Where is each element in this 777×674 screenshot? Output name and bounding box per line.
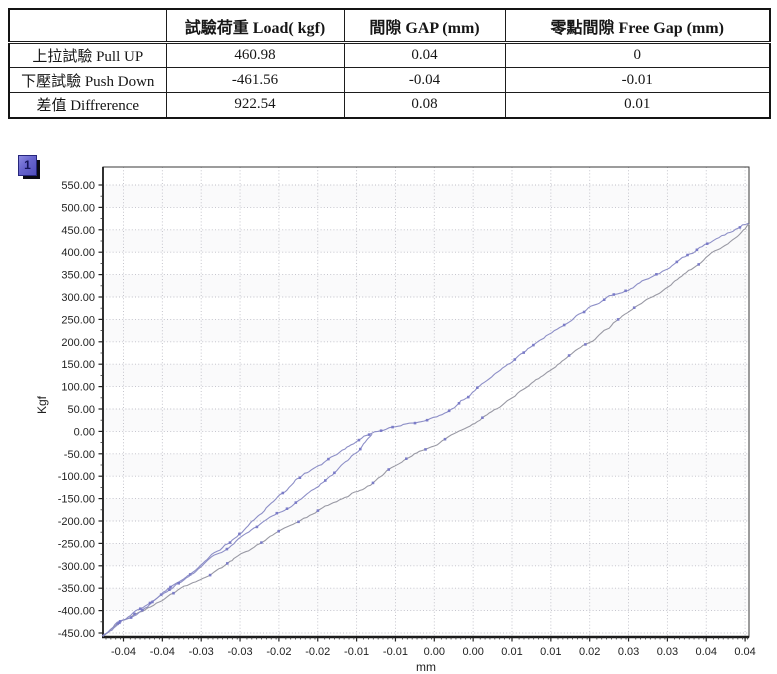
svg-text:0.04: 0.04 xyxy=(734,646,755,658)
svg-text:-0.03: -0.03 xyxy=(189,646,214,658)
row-value: -0.01 xyxy=(504,67,771,93)
svg-text:-150.00: -150.00 xyxy=(58,494,95,506)
svg-text:-250.00: -250.00 xyxy=(58,538,95,550)
col-header-empty xyxy=(8,8,167,44)
grid-lines xyxy=(103,167,749,637)
svg-text:-50.00: -50.00 xyxy=(64,449,95,461)
svg-text:400.00: 400.00 xyxy=(61,247,95,259)
chart-svg: -0.04 -0.04 -0.03 -0.03 -0.02 -0.02 -0.01 -0.01… xyxy=(35,166,756,674)
row-value: -461.56 xyxy=(165,67,345,93)
svg-text:350.00: 350.00 xyxy=(61,270,95,282)
svg-text:-400.00: -400.00 xyxy=(58,606,95,618)
svg-text:-100.00: -100.00 xyxy=(58,471,95,483)
plot-bands xyxy=(103,185,749,611)
svg-text:0.03: 0.03 xyxy=(618,646,639,658)
col-header-gap: 間隙 GAP (mm) xyxy=(343,8,506,44)
load-vs-gap-chart: -0.04 -0.04 -0.03 -0.03 -0.02 -0.02 -0.01 -0.01… xyxy=(0,140,777,674)
svg-text:-350.00: -350.00 xyxy=(58,583,95,595)
svg-text:0.00: 0.00 xyxy=(462,646,483,658)
svg-text:500.00: 500.00 xyxy=(61,202,95,214)
row-value: -0.04 xyxy=(343,67,506,93)
svg-text:-0.04: -0.04 xyxy=(150,646,175,658)
svg-text:300.00: 300.00 xyxy=(61,292,95,304)
svg-text:-0.03: -0.03 xyxy=(228,646,253,658)
page-1-label: 1 xyxy=(24,158,31,172)
row-label: 上拉試驗 Pull UP xyxy=(8,42,167,68)
row-value: 460.98 xyxy=(165,42,345,68)
svg-text:0.01: 0.01 xyxy=(540,646,561,658)
row-label: 下壓試驗 Push Down xyxy=(8,67,167,93)
table-row: 上拉試驗 Pull UP 460.98 0.04 0 xyxy=(8,42,771,68)
series-final-release xyxy=(102,433,373,637)
tick-marks xyxy=(98,184,748,642)
svg-text:0.02: 0.02 xyxy=(579,646,600,658)
svg-text:0.00: 0.00 xyxy=(424,646,445,658)
page-icon-face: 1 xyxy=(18,155,37,176)
row-value: 0.04 xyxy=(343,42,506,68)
page-1-button[interactable]: 1 xyxy=(18,155,42,181)
svg-text:0.01: 0.01 xyxy=(501,646,522,658)
row-value: 0.01 xyxy=(504,92,771,118)
svg-text:-0.02: -0.02 xyxy=(305,646,330,658)
x-axis-label: mm xyxy=(416,660,436,674)
svg-text:450.00: 450.00 xyxy=(61,225,95,237)
svg-text:-0.01: -0.01 xyxy=(344,646,369,658)
table-header-row: 試驗荷重 Load( kgf) 間隙 GAP (mm) 零點間隙 Free Ga… xyxy=(8,8,771,44)
axes xyxy=(102,166,750,639)
col-header-load: 試驗荷重 Load( kgf) xyxy=(165,8,345,44)
y-axis-label: Kgf xyxy=(35,395,49,414)
svg-text:150.00: 150.00 xyxy=(61,359,95,371)
series-unload-push-down xyxy=(101,222,749,637)
svg-text:-0.02: -0.02 xyxy=(266,646,291,658)
svg-text:-450.00: -450.00 xyxy=(58,628,95,640)
col-header-free-gap: 零點間隙 Free Gap (mm) xyxy=(504,8,771,44)
row-value: 922.54 xyxy=(165,92,345,118)
table-row: 差值 Diffrerence 922.54 0.08 0.01 xyxy=(8,92,771,118)
svg-text:200.00: 200.00 xyxy=(61,337,95,349)
svg-text:-0.01: -0.01 xyxy=(383,646,408,658)
svg-text:0.03: 0.03 xyxy=(657,646,678,658)
svg-text:50.00: 50.00 xyxy=(67,404,95,416)
svg-text:-200.00: -200.00 xyxy=(58,516,95,528)
series-pull-up-loading xyxy=(102,223,750,637)
row-label: 差值 Diffrerence xyxy=(8,92,167,118)
row-value: 0.08 xyxy=(343,92,506,118)
svg-text:100.00: 100.00 xyxy=(61,382,95,394)
svg-text:0.04: 0.04 xyxy=(696,646,717,658)
svg-text:-300.00: -300.00 xyxy=(58,561,95,573)
svg-text:550.00: 550.00 xyxy=(61,180,95,192)
svg-text:-0.04: -0.04 xyxy=(111,646,136,658)
y-tick-labels: 550.00 500.00 450.00 400.00 350.00 300.00 250.… xyxy=(58,180,95,640)
table-row: 下壓試驗 Push Down -461.56 -0.04 -0.01 xyxy=(8,67,771,93)
x-tick-labels: -0.04 -0.04 -0.03 -0.03 -0.02 -0.02 -0.01 -0.01… xyxy=(111,646,756,658)
row-value: 0 xyxy=(504,42,771,68)
svg-text:0.00: 0.00 xyxy=(74,426,95,438)
results-table: 試驗荷重 Load( kgf) 間隙 GAP (mm) 零點間隙 Free Ga… xyxy=(8,8,771,119)
svg-text:250.00: 250.00 xyxy=(61,314,95,326)
